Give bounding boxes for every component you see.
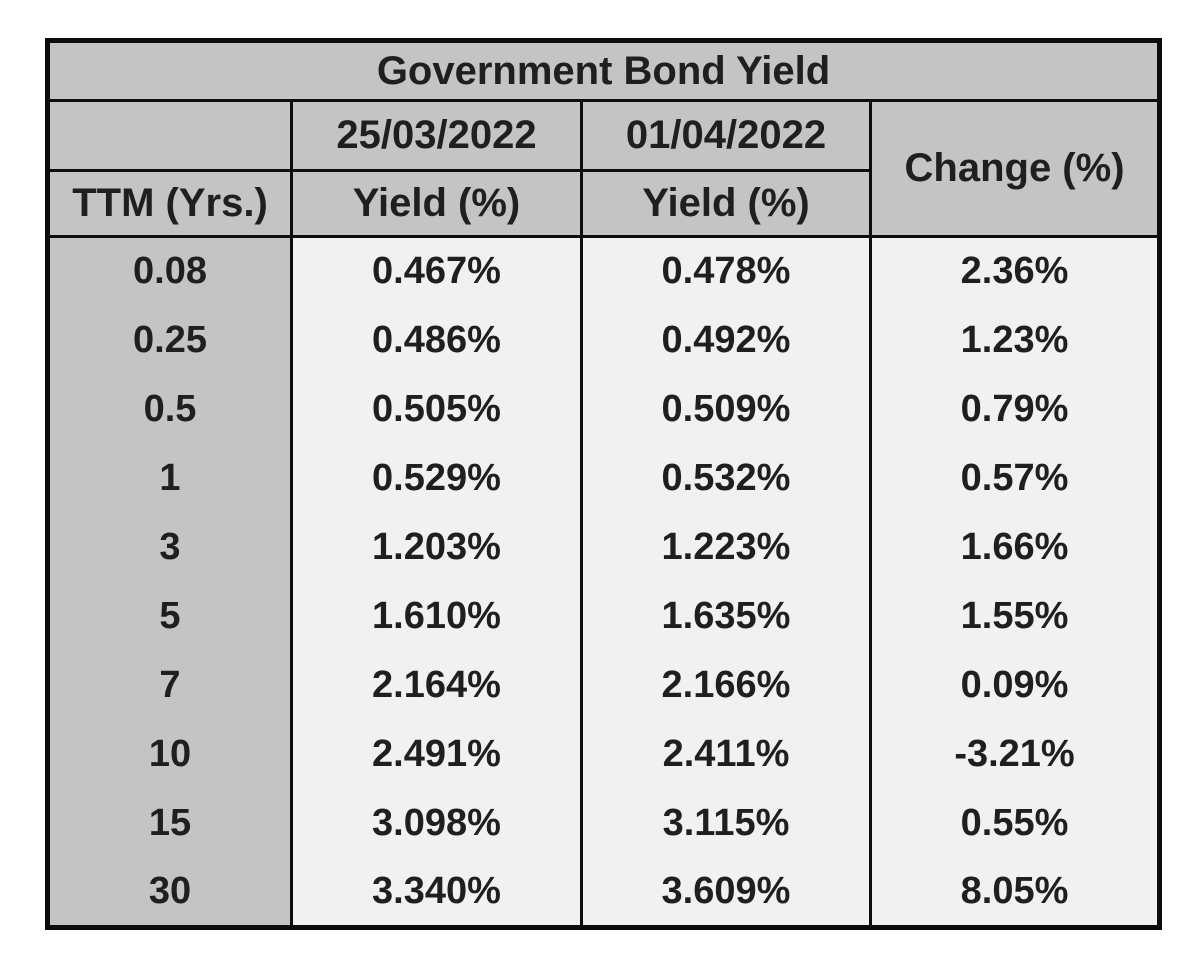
yield1-cell: 0.486% <box>290 305 582 375</box>
yield2-cell: 2.411% <box>580 720 871 790</box>
ttm-cell: 3 <box>47 512 292 583</box>
table-row: 0.5 0.505% 0.509% 0.79% <box>47 374 1160 444</box>
table-row: 15 3.098% 3.115% 0.55% <box>47 789 1160 859</box>
yield2-cell: 0.532% <box>580 443 871 513</box>
change-cell: 1.55% <box>868 582 1160 652</box>
yield2-cell: 0.509% <box>580 374 871 444</box>
table-row: 10 2.491% 2.411% -3.21% <box>47 720 1160 790</box>
yield2-cell: 3.115% <box>580 789 871 859</box>
change-cell: -3.21% <box>868 720 1160 790</box>
date2-header-cell: 01/04/2022 <box>580 100 871 173</box>
yield1-cell: 0.529% <box>290 443 582 513</box>
table-row: 0.25 0.486% 0.492% 1.23% <box>47 305 1160 375</box>
ttm-cell: 10 <box>47 720 292 790</box>
yield2-header-cell: Yield (%) <box>580 170 871 239</box>
ttm-cell: 0.5 <box>47 374 292 444</box>
yield1-cell: 0.467% <box>290 236 582 306</box>
ttm-header-spacer-cell <box>47 100 292 173</box>
change-header-cell: Change (%) <box>868 100 1160 239</box>
government-bond-yield-table: Government Bond Yield 25/03/2022 01/04/2… <box>45 38 1163 930</box>
yield1-cell: 3.098% <box>290 789 582 859</box>
change-cell: 1.66% <box>868 512 1160 583</box>
yield1-cell: 0.505% <box>290 374 582 444</box>
ttm-header-cell: TTM (Yrs.) <box>47 170 292 239</box>
change-cell: 0.79% <box>868 374 1160 444</box>
change-cell: 0.55% <box>868 789 1160 859</box>
yield2-cell: 0.492% <box>580 305 871 375</box>
yield2-cell: 2.166% <box>580 651 871 721</box>
yield1-header-cell: Yield (%) <box>290 170 582 239</box>
change-cell: 1.23% <box>868 305 1160 375</box>
change-cell: 0.09% <box>868 651 1160 721</box>
table-row: 1 0.529% 0.532% 0.57% <box>47 443 1160 513</box>
ttm-cell: 1 <box>47 443 292 513</box>
yield1-cell: 3.340% <box>290 858 582 928</box>
ttm-cell: 30 <box>47 858 292 928</box>
table-dates-header-row: 25/03/2022 01/04/2022 Change (%) <box>47 100 1160 239</box>
yield2-cell: 3.609% <box>580 858 871 928</box>
yield2-cell: 1.223% <box>580 512 871 583</box>
yield1-cell: 1.203% <box>290 512 582 583</box>
ttm-cell: 5 <box>47 582 292 652</box>
table-title-row: Government Bond Yield <box>47 40 1160 103</box>
table-row: 0.08 0.467% 0.478% 2.36% <box>47 236 1160 306</box>
table-row: 7 2.164% 2.166% 0.09% <box>47 651 1160 721</box>
change-cell: 8.05% <box>868 858 1160 928</box>
yield1-cell: 2.491% <box>290 720 582 790</box>
yield1-cell: 2.164% <box>290 651 582 721</box>
change-cell: 2.36% <box>868 236 1160 306</box>
yield2-cell: 1.635% <box>580 582 871 652</box>
table-row: 30 3.340% 3.609% 8.05% <box>47 858 1160 928</box>
date1-header-cell: 25/03/2022 <box>290 100 582 173</box>
ttm-cell: 0.08 <box>47 236 292 306</box>
yield1-cell: 1.610% <box>290 582 582 652</box>
table-row: 5 1.610% 1.635% 1.55% <box>47 582 1160 652</box>
change-cell: 0.57% <box>868 443 1160 513</box>
table-row: 3 1.203% 1.223% 1.66% <box>47 512 1160 583</box>
table-title: Government Bond Yield <box>47 40 1160 103</box>
ttm-cell: 7 <box>47 651 292 721</box>
table-subheader-row: TTM (Yrs.) Yield (%) Yield (%) <box>47 170 1160 239</box>
ttm-cell: 15 <box>47 789 292 859</box>
ttm-cell: 0.25 <box>47 305 292 375</box>
yield2-cell: 0.478% <box>580 236 871 306</box>
